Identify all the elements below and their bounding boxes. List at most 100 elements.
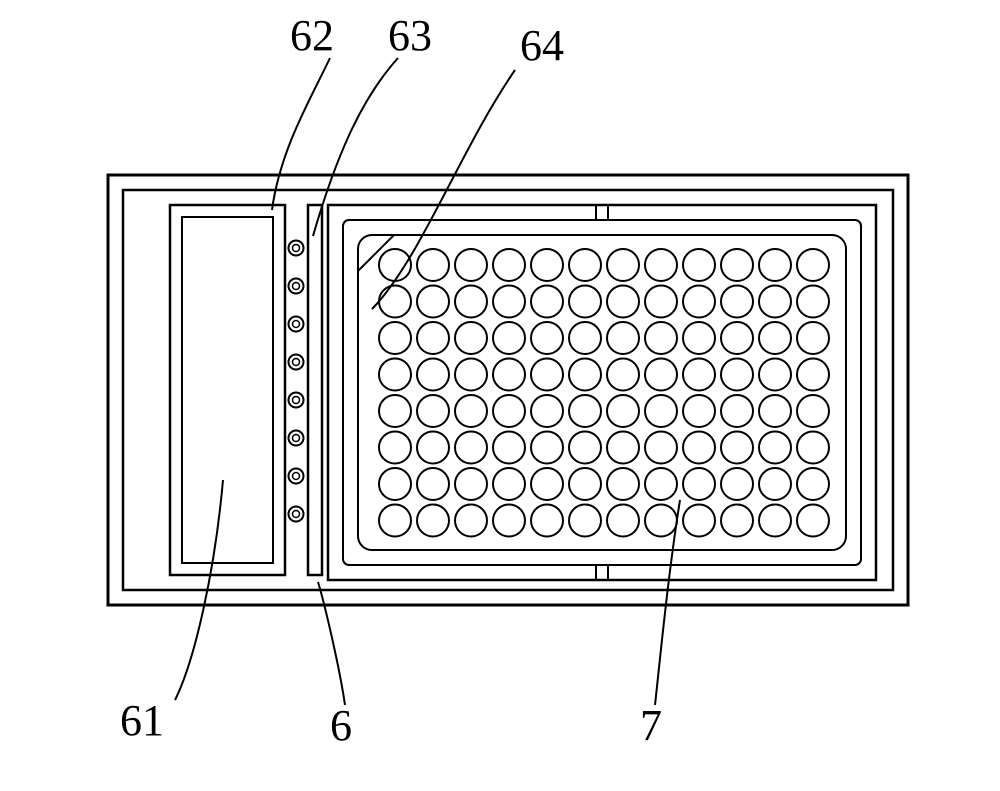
label-6: 6 (330, 701, 352, 750)
tray-inner (358, 235, 846, 550)
well (797, 359, 829, 391)
well (759, 395, 791, 427)
well (721, 322, 753, 354)
well (607, 286, 639, 318)
well (645, 249, 677, 281)
well (797, 432, 829, 464)
well (569, 432, 601, 464)
well (379, 359, 411, 391)
well (531, 322, 563, 354)
well (455, 359, 487, 391)
well (417, 395, 449, 427)
well (379, 395, 411, 427)
connector-dot (289, 507, 304, 522)
well (721, 395, 753, 427)
well (797, 249, 829, 281)
well (721, 249, 753, 281)
well (455, 468, 487, 500)
well (607, 432, 639, 464)
well (531, 359, 563, 391)
well (645, 359, 677, 391)
well (797, 322, 829, 354)
well (493, 286, 525, 318)
well (607, 359, 639, 391)
well (721, 286, 753, 318)
well (417, 505, 449, 537)
well (379, 505, 411, 537)
well (493, 505, 525, 537)
well (797, 286, 829, 318)
well (721, 505, 753, 537)
well (607, 505, 639, 537)
well (569, 249, 601, 281)
label-63: 63 (388, 11, 432, 60)
well (455, 395, 487, 427)
well (759, 468, 791, 500)
well (645, 505, 677, 537)
well (455, 505, 487, 537)
well (417, 249, 449, 281)
well (493, 432, 525, 464)
well (721, 359, 753, 391)
well (569, 505, 601, 537)
well (379, 432, 411, 464)
connector-dot (289, 431, 304, 446)
well (531, 286, 563, 318)
connector-dot (289, 317, 304, 332)
well (569, 395, 601, 427)
well (607, 395, 639, 427)
well (797, 505, 829, 537)
well (645, 286, 677, 318)
connector-dot (289, 355, 304, 370)
well (569, 286, 601, 318)
connector-dots (289, 241, 304, 522)
well (721, 468, 753, 500)
well (493, 395, 525, 427)
well (797, 395, 829, 427)
well (569, 359, 601, 391)
well (493, 359, 525, 391)
well (683, 286, 715, 318)
well (607, 322, 639, 354)
leader-line-62 (272, 58, 330, 210)
well (379, 468, 411, 500)
well (759, 432, 791, 464)
well (455, 249, 487, 281)
divider-bar (308, 205, 322, 575)
label-64: 64 (520, 21, 564, 70)
well-grid (379, 249, 829, 537)
left-panel-outer (170, 205, 285, 575)
well (493, 322, 525, 354)
well (607, 249, 639, 281)
well (683, 249, 715, 281)
well (759, 286, 791, 318)
well (493, 468, 525, 500)
connector-dot (289, 279, 304, 294)
well (759, 249, 791, 281)
label-61: 61 (120, 696, 164, 745)
well (683, 395, 715, 427)
well (417, 468, 449, 500)
well (455, 322, 487, 354)
well (683, 432, 715, 464)
well (379, 286, 411, 318)
well (531, 505, 563, 537)
well (569, 468, 601, 500)
well (683, 322, 715, 354)
well (759, 322, 791, 354)
label-62: 62 (290, 11, 334, 60)
well (645, 395, 677, 427)
well (645, 432, 677, 464)
well (417, 359, 449, 391)
well (531, 432, 563, 464)
well (759, 505, 791, 537)
well (493, 249, 525, 281)
well (455, 432, 487, 464)
well (683, 468, 715, 500)
well (607, 468, 639, 500)
well (683, 359, 715, 391)
well (531, 468, 563, 500)
well (531, 395, 563, 427)
connector-dot (289, 241, 304, 256)
well (455, 286, 487, 318)
